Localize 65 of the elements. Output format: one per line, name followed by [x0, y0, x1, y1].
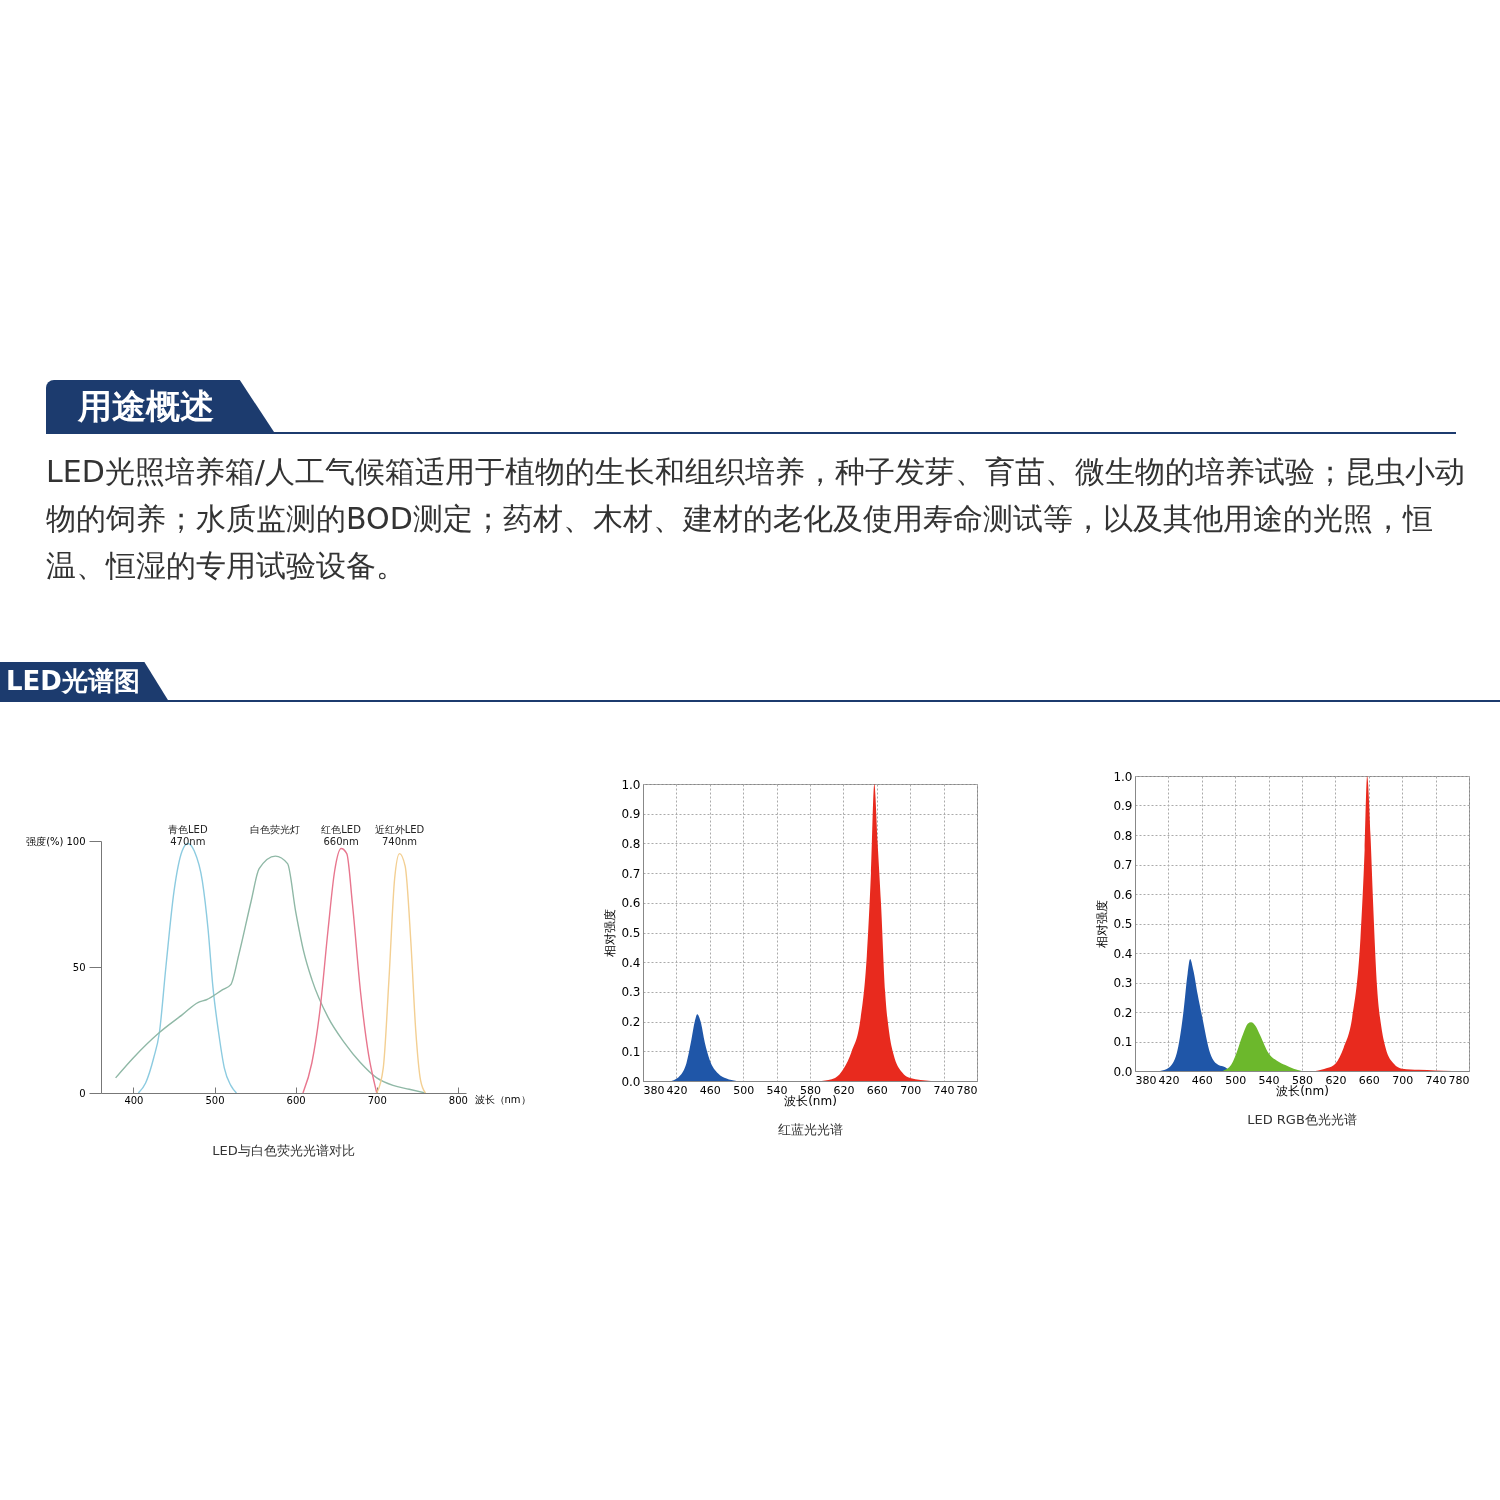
y-tick-label: 0.6 [1113, 887, 1133, 902]
y-axis-title: 强度(%) [26, 835, 64, 847]
x-axis-title: 波长(nm) [784, 1093, 837, 1108]
x-tick-label: 780 [956, 1083, 978, 1097]
series-label: 近红外LED 740nm [374, 824, 425, 847]
y-tick-label: 0.5 [621, 926, 641, 940]
x-tick-label: 800 [448, 1094, 468, 1106]
x-tick-label: 380 [643, 1083, 665, 1097]
line-series [114, 855, 427, 1093]
y-tick-label: 0.9 [1113, 799, 1133, 813]
y-tick-label: 0.8 [621, 836, 641, 851]
series-label: 青色LED 470nm [167, 824, 208, 847]
text: LED光照培养箱/人工气候箱适用于植物的生长和组织培养，种子发芽、育苗、微生物的培养试验；昆虫小动物的饲养；水质监测的BOD测定；药材、木材、建材的老化及使用寿命测试等，以及其他用途的光照，恒温、恒湿的专用试验设备。 [46, 453, 1466, 585]
y-tick-label: 0.3 [621, 985, 641, 1000]
x-tick-label: 700 [367, 1094, 387, 1106]
x-tick-label: 460 [1191, 1073, 1213, 1087]
x-tick-label: 500 [733, 1083, 755, 1097]
x-tick-label: 380 [1135, 1073, 1157, 1087]
y-tick-label: 0.7 [621, 866, 641, 881]
y-tick-label: 0.5 [1113, 917, 1133, 931]
y-tick-label: 0.0 [1113, 1064, 1133, 1079]
x-tick-label: 780 [1448, 1073, 1470, 1087]
text: LED光谱图 [0, 662, 168, 700]
x-tick-label: 500 [1225, 1073, 1247, 1087]
y-tick-label: 100 [66, 835, 86, 847]
y-axis-title: 相对强度 [1095, 900, 1110, 948]
x-tick-label: 460 [699, 1083, 721, 1097]
x-tick-label: 740 [933, 1083, 955, 1097]
y-axis-title: 相对强度 [603, 909, 618, 957]
text: LED RGB色光光谱 [1247, 1112, 1357, 1127]
text: LED与白色荧光光谱对比 [212, 1143, 355, 1158]
text: 白色荧光灯 [250, 824, 301, 835]
series-label: 红色LED 660nm [321, 824, 362, 847]
y-tick-label: 50 [72, 961, 86, 973]
y-tick-label: 0.7 [1113, 858, 1133, 872]
y-tick-label: 0.4 [1113, 946, 1133, 961]
y-tick-label: 0.9 [621, 807, 641, 822]
x-tick-label: 700 [1392, 1073, 1414, 1087]
x-axis-title: 波长(nm) [1276, 1083, 1329, 1098]
y-tick-label: 0.1 [621, 1044, 641, 1059]
y-tick-label: 1.0 [1113, 769, 1133, 784]
y-tick-label: 0 [79, 1087, 86, 1099]
x-axis-title: 波长（nm） [474, 1093, 531, 1105]
x-tick-label: 500 [205, 1094, 225, 1106]
y-tick-label: 0.6 [621, 896, 641, 911]
x-tick-label: 600 [286, 1094, 306, 1106]
line-series [302, 847, 378, 1093]
y-tick-label: 0.0 [621, 1074, 641, 1089]
x-tick-label: 740 [1425, 1073, 1447, 1087]
x-tick-label: 420 [1158, 1073, 1180, 1087]
x-tick-label: 660 [866, 1083, 888, 1097]
y-tick-label: 0.1 [1113, 1035, 1133, 1049]
y-tick-label: 0.2 [621, 1015, 641, 1030]
x-tick-label: 420 [666, 1083, 688, 1097]
x-tick-label: 700 [900, 1083, 922, 1097]
y-tick-label: 0.4 [621, 955, 641, 970]
text: 红蓝光光谱 [777, 1122, 843, 1137]
x-tick-label: 400 [124, 1094, 144, 1106]
y-tick-label: 0.8 [1113, 828, 1133, 843]
line-series [376, 852, 427, 1093]
text: 用途概述 [46, 380, 274, 432]
x-tick-label: 660 [1358, 1073, 1380, 1087]
y-tick-label: 1.0 [621, 777, 641, 792]
y-tick-label: 0.2 [1113, 1005, 1133, 1020]
y-tick-label: 0.3 [1113, 976, 1133, 990]
